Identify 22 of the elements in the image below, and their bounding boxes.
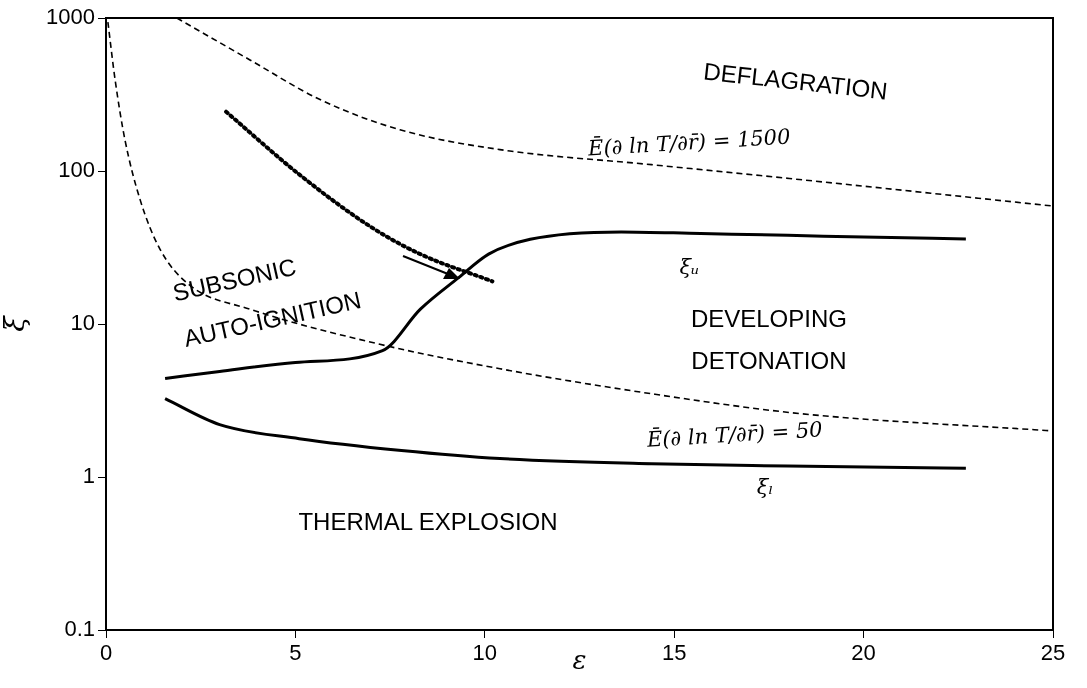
x-tick-label: 20 bbox=[851, 640, 876, 666]
y-axis-title: ξ bbox=[0, 314, 32, 332]
x-tick-label: 5 bbox=[289, 640, 302, 666]
annotation: DEVELOPING bbox=[690, 305, 847, 333]
line-series bbox=[163, 397, 968, 470]
x-tick-label: 15 bbox=[661, 640, 687, 666]
annotation: DEFLAGRATION bbox=[702, 57, 889, 105]
x-tick-label: 0 bbox=[99, 640, 113, 666]
x-axis-title: ε bbox=[572, 644, 587, 675]
y-tick-label: 10 bbox=[70, 310, 95, 336]
annotation: ξₗ bbox=[756, 475, 774, 500]
annotation: Ē(∂ ln T/∂r̄) = 1500 bbox=[586, 124, 792, 161]
annotation: ξᵤ bbox=[679, 255, 700, 280]
x-tick-label: 10 bbox=[472, 640, 498, 666]
y-tick-label: 1000 bbox=[46, 4, 95, 30]
y-tick-label: 0.1 bbox=[64, 616, 95, 642]
x-tick-label: 25 bbox=[1040, 640, 1066, 666]
y-tick-label: 1 bbox=[82, 463, 95, 489]
annotation: THERMAL EXPLOSION bbox=[298, 507, 558, 535]
annotation: DETONATION bbox=[691, 347, 847, 375]
y-tick-label: 100 bbox=[58, 157, 95, 183]
annotation: Ē(∂ ln T/∂r̄) = 50 bbox=[645, 417, 824, 452]
